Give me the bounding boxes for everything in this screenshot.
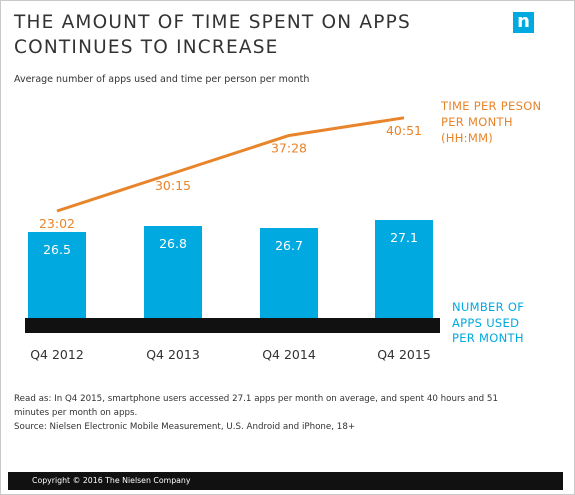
nielsen-logo-icon: n (513, 11, 534, 33)
bar-legend-line-2: APPS USED (452, 315, 520, 330)
chart-title: THE AMOUNT OF TIME SPENT ON APPS CONTINU… (14, 12, 411, 58)
bar-label-1: 26.8 (159, 236, 187, 251)
category-label-2: Q4 2014 (262, 347, 316, 362)
line-legend-line-2: PER MONTH (441, 115, 513, 129)
bar-legend-line-3: PER MONTH (452, 331, 524, 345)
line-series-legend: TIME PER PESON PER MONTH (HH:MM) (441, 98, 551, 146)
bar-label-3: 27.1 (390, 230, 418, 245)
bar-legend-line-1: NUMBER OF (452, 300, 525, 314)
line-label-0: 23:02 (39, 216, 75, 231)
category-label-0: Q4 2012 (30, 347, 84, 362)
line-label-2: 37:28 (271, 140, 307, 155)
copyright-footer: Copyright © 2016 The Nielsen Company (8, 472, 563, 490)
bar-line-chart: 26.5 26.8 26.7 27.1 Q4 2012 Q4 2013 Q4 2014 Q4 … (25, 116, 440, 362)
category-label-3: Q4 2015 (377, 347, 431, 362)
logo-letter: n (517, 11, 530, 32)
bar-series-legend: NUMBER OF APPS USED PER MONTH (452, 300, 562, 347)
source-note: Source: Nielsen Electronic Mobile Measur… (14, 422, 356, 432)
read-as-note: Read as: In Q4 2015, smartphone users ac… (14, 394, 498, 418)
bar-0 (28, 232, 86, 320)
bar-1 (144, 226, 202, 320)
bar-2 (260, 228, 318, 320)
notes-block: Read as: In Q4 2015, smartphone users ac… (14, 392, 534, 434)
chart-subtitle: Average number of apps used and time per… (14, 74, 310, 85)
time-line (56, 116, 405, 213)
bar-label-2: 26.7 (275, 238, 303, 253)
bar-label-0: 26.5 (43, 242, 71, 257)
line-label-3: 40:51 (386, 123, 422, 138)
baseline-band (25, 318, 440, 333)
bar-3 (375, 220, 433, 320)
line-legend-line-3: (HH:MM) (441, 131, 494, 145)
line-legend-line-1: TIME PER PESON (441, 99, 542, 113)
category-label-1: Q4 2013 (146, 347, 200, 362)
line-label-1: 30:15 (155, 178, 191, 193)
